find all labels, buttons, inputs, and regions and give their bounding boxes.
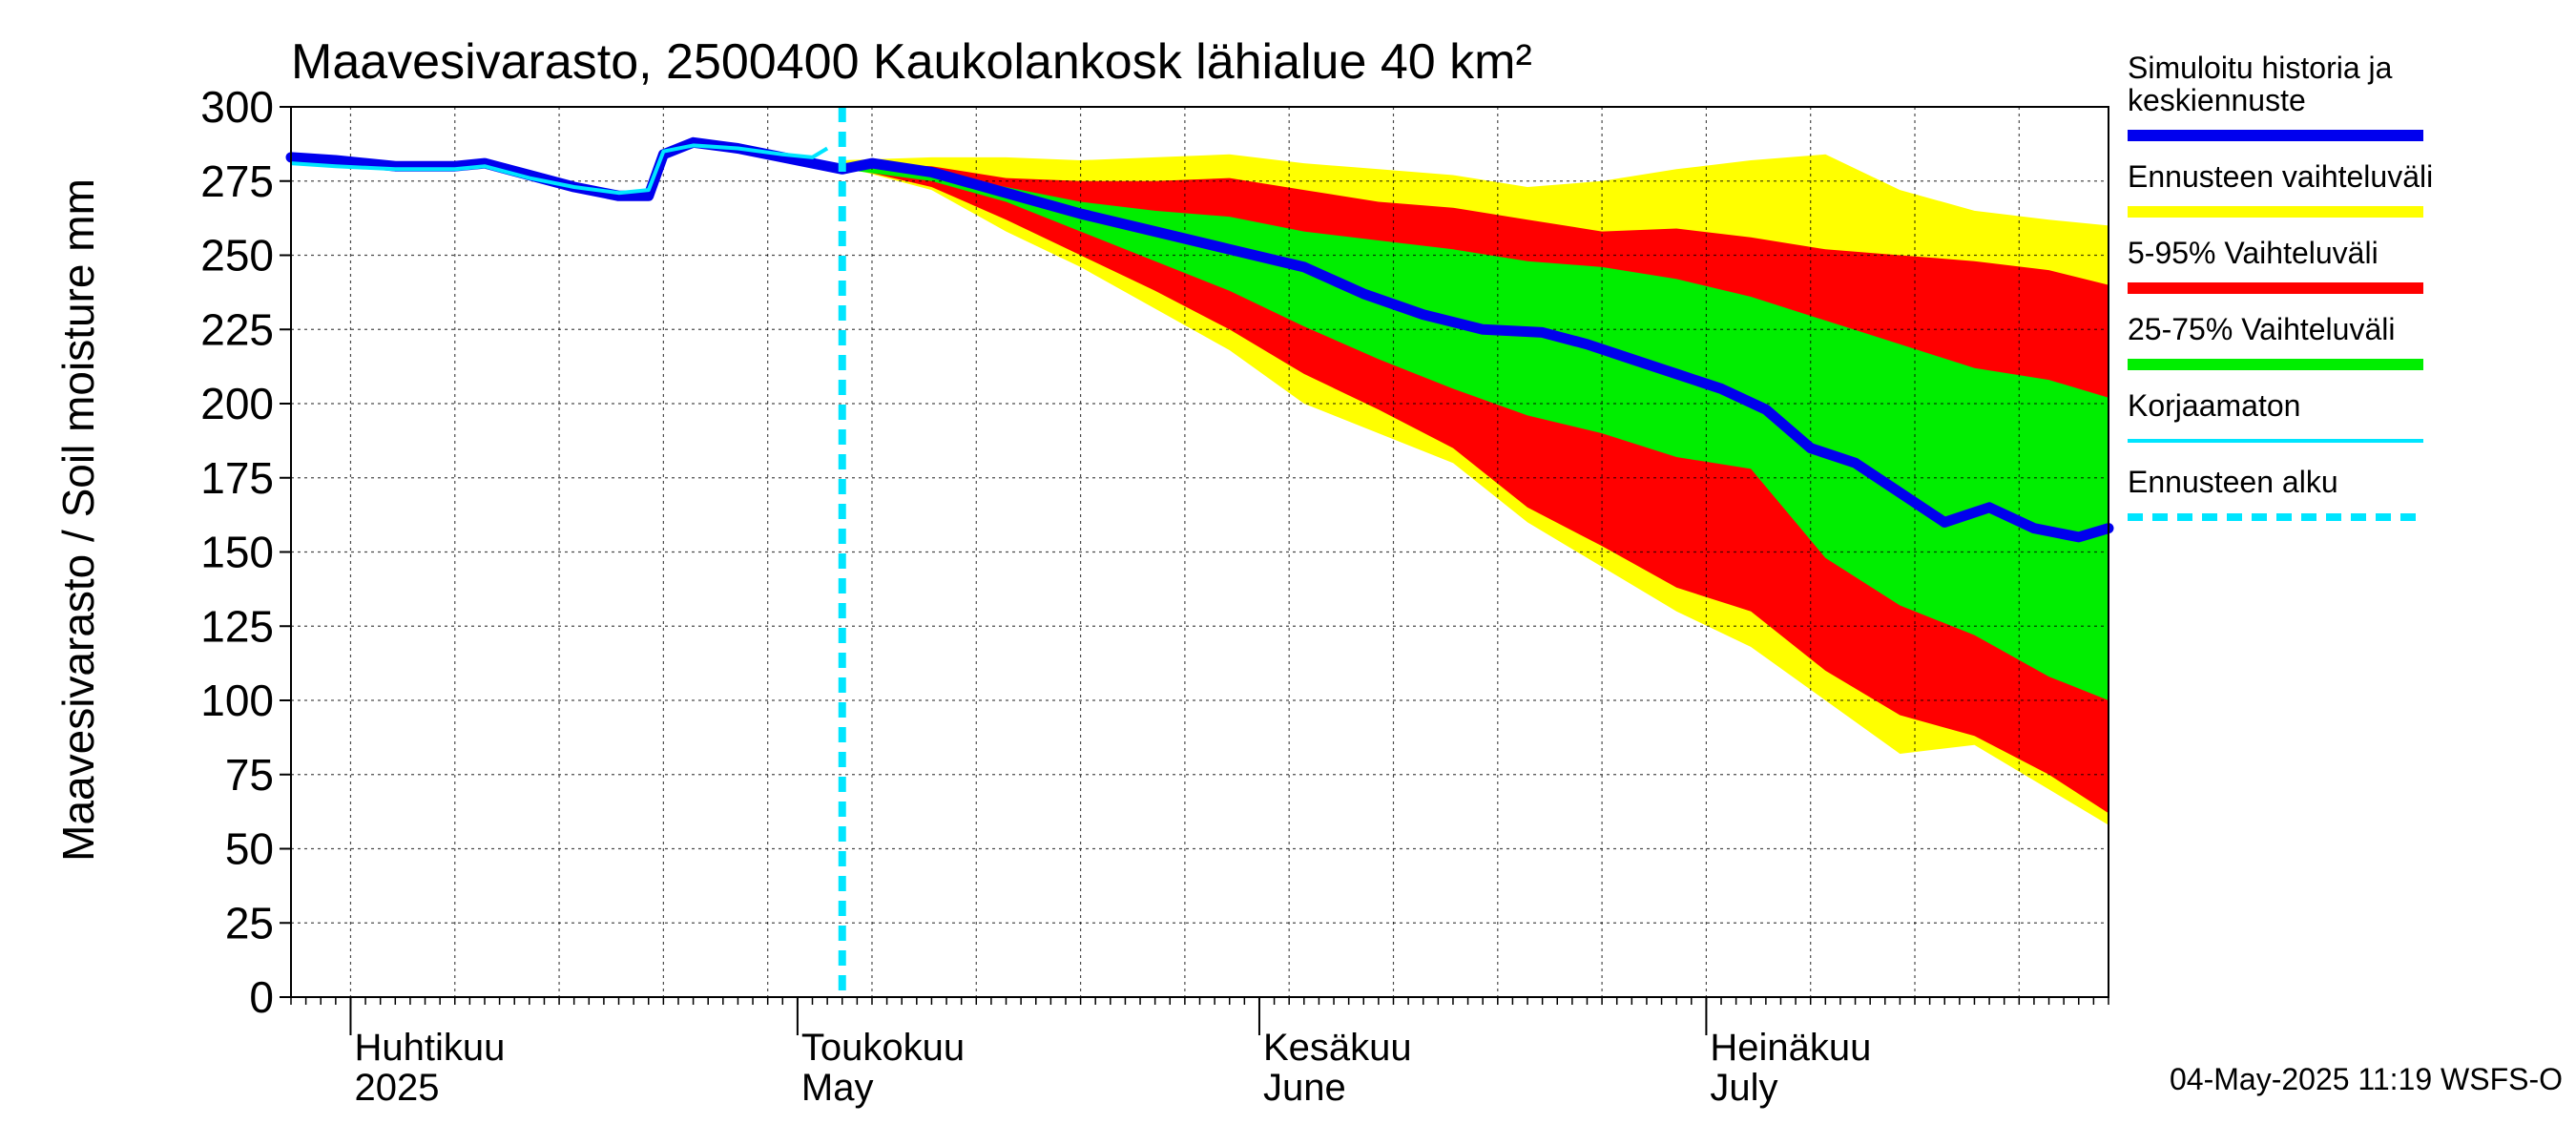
- plot-area: 0 25 50 75 100 125 150 175 200 225 250 275 300 Huhtik…: [200, 82, 2114, 1109]
- x-month-sublabel: July: [1710, 1067, 1777, 1109]
- legend-label: Ennusteen alku: [2128, 465, 2338, 499]
- x-month-sublabel: June: [1263, 1067, 1346, 1109]
- y-tick-label: 175: [200, 453, 274, 503]
- y-tick-label: 250: [200, 231, 274, 281]
- legend-label: 5-95% Vaihteluväli: [2128, 236, 2379, 270]
- y-tick-label: 275: [200, 156, 274, 206]
- y-tick-label: 125: [200, 601, 274, 651]
- y-tick-label: 225: [200, 304, 274, 354]
- x-month-label: Huhtikuu: [354, 1027, 505, 1069]
- x-month-label: Toukokuu: [801, 1027, 965, 1069]
- legend-label: 25-75% Vaihteluväli: [2128, 312, 2395, 346]
- band-2: [841, 166, 2109, 700]
- x-month-label: Kesäkuu: [1263, 1027, 1412, 1069]
- series-line-uncorrected: [290, 143, 829, 196]
- legend-label: Ennusteen vaihteluväli: [2128, 159, 2433, 194]
- legend-label: Simuloitu historia ja: [2128, 51, 2393, 85]
- y-tick-label: 25: [225, 898, 274, 947]
- x-month-sublabel: 2025: [354, 1067, 439, 1109]
- chart-title: Maavesivarasto, 2500400 Kaukolankosk läh…: [291, 34, 1532, 90]
- legend-label: Korjaamaton: [2128, 388, 2300, 423]
- legend-label-cont: keskiennuste: [2128, 83, 2306, 117]
- y-axis-label: Maavesivarasto / Soil moisture mm: [53, 178, 103, 862]
- y-tick-label: 0: [249, 972, 274, 1022]
- y-tick-label: 150: [200, 528, 274, 577]
- x-month-label: Heinäkuu: [1710, 1027, 1871, 1069]
- y-tick-label: 300: [200, 82, 274, 132]
- y-tick-label: 200: [200, 379, 274, 428]
- y-tick-label: 50: [225, 824, 274, 874]
- timestamp: 04-May-2025 11:19 WSFS-O: [2170, 1062, 2563, 1096]
- y-tick-label: 75: [225, 750, 274, 800]
- x-month-sublabel: May: [801, 1067, 874, 1109]
- y-tick-label: 100: [200, 676, 274, 725]
